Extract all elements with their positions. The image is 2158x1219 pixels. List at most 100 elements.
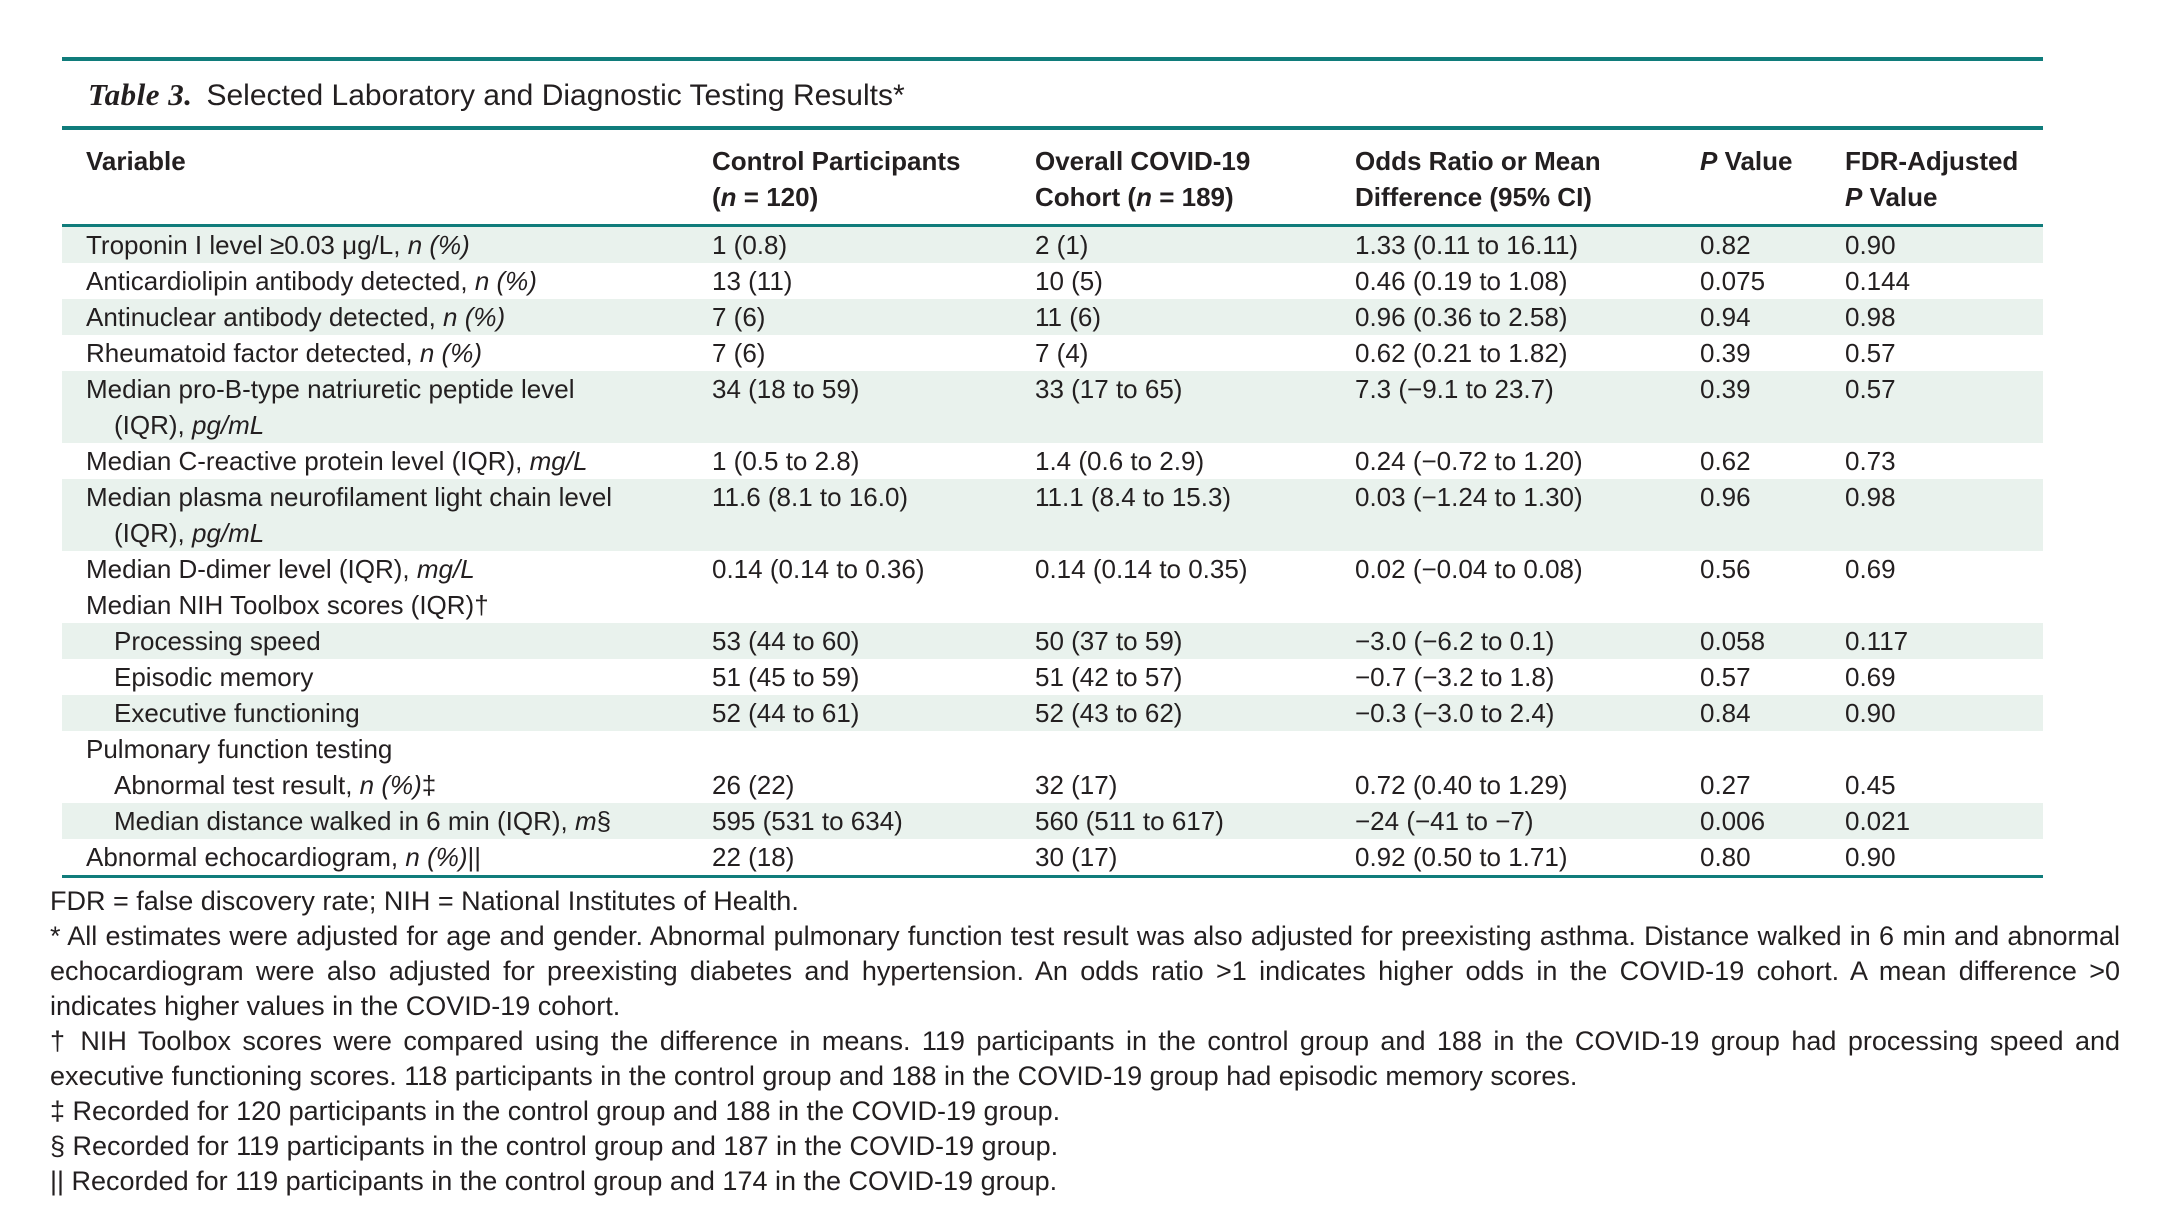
value-cell: 1 (0.8) xyxy=(712,230,788,260)
value-cell: 0.62 (0.21 to 1.82) xyxy=(1355,338,1568,368)
value-cell: 0.90 xyxy=(1845,842,1896,872)
footnote: † NIH Toolbox scores were compared using… xyxy=(50,1026,2120,1091)
table-row: Median C-reactive protein level (IQR), m… xyxy=(62,443,2043,479)
value-cell: 0.92 (0.50 to 1.71) xyxy=(1355,842,1568,872)
value-cell: 0.73 xyxy=(1845,446,1896,476)
value-cell: 1.4 (0.6 to 2.9) xyxy=(1035,446,1205,476)
value-cell: 0.56 xyxy=(1700,554,1751,584)
value-cell: 11.6 (8.1 to 16.0) xyxy=(712,482,909,512)
value-cell xyxy=(712,731,1035,767)
value-cell: 0.021 xyxy=(1845,806,1911,836)
value-cell: 51 (42 to 57) xyxy=(1035,662,1183,692)
column-header-control: Control Participants (n = 120) xyxy=(712,130,1035,227)
value-cell: 0.96 xyxy=(1700,482,1751,512)
value-cell xyxy=(1700,587,1845,623)
variable-cell: Median pro-B-type natriuretic peptide le… xyxy=(86,374,575,440)
table-title: Table 3. Selected Laboratory and Diagnos… xyxy=(62,61,2043,126)
table-number: Table 3. xyxy=(88,77,193,112)
value-cell: 52 (44 to 61) xyxy=(712,698,860,728)
variable-cell: Median plasma neurofilament light chain … xyxy=(86,482,613,548)
value-cell: 0.006 xyxy=(1700,806,1766,836)
table-row: Anticardiolipin antibody detected, n (%)… xyxy=(62,263,2043,299)
table-header: Variable Control Participants (n = 120) Ove… xyxy=(62,130,2043,227)
value-cell: 0.144 xyxy=(1845,266,1911,296)
variable-cell: Median C-reactive protein level (IQR), m… xyxy=(86,446,588,476)
value-cell: 10 (5) xyxy=(1035,266,1103,296)
section-row: Median NIH Toolbox scores (IQR)† xyxy=(62,587,2043,623)
value-cell xyxy=(712,587,1035,623)
value-cell: 50 (37 to 59) xyxy=(1035,626,1183,656)
value-cell xyxy=(1355,731,1700,767)
value-cell: 1.33 (0.11 to 16.11) xyxy=(1355,230,1579,260)
value-cell: 34 (18 to 59) xyxy=(712,374,860,404)
value-cell xyxy=(1845,731,2043,767)
value-cell: 0.46 (0.19 to 1.08) xyxy=(1355,266,1568,296)
value-cell: 0.82 xyxy=(1700,230,1751,260)
table-row: Median D-dimer level (IQR), mg/L 0.14 (0.… xyxy=(62,551,2043,587)
table-row: Abnormal test result, n (%)‡ 26 (22) 32 (1… xyxy=(62,767,2043,803)
variable-cell: Abnormal echocardiogram, n (%)|| xyxy=(86,842,482,872)
value-cell: 11 (6) xyxy=(1035,302,1101,332)
column-header-variable: Variable xyxy=(62,130,712,227)
footnotes: FDR = false discovery rate; NIH = Nation… xyxy=(50,884,2120,1199)
value-cell: 0.72 (0.40 to 1.29) xyxy=(1355,770,1568,800)
value-cell: 0.117 xyxy=(1845,626,1909,656)
title-divider-rule xyxy=(62,126,2043,130)
value-cell: 7 (6) xyxy=(712,338,766,368)
value-cell xyxy=(1035,731,1355,767)
table-body: Troponin I level ≥0.03 μg/L, n (%) 1 (0.8… xyxy=(62,225,2043,876)
value-cell: −3.0 (−6.2 to 0.1) xyxy=(1355,626,1555,656)
value-cell: 0.39 xyxy=(1700,338,1751,368)
value-cell: 2 (1) xyxy=(1035,230,1089,260)
footnote: * All estimates were adjusted for age an… xyxy=(50,921,2120,1021)
value-cell: 0.27 xyxy=(1700,770,1751,800)
value-cell: 7.3 (−9.1 to 23.7) xyxy=(1355,374,1554,404)
table-row: Antinuclear antibody detected, n (%) 7 (6… xyxy=(62,299,2043,335)
value-cell xyxy=(1700,731,1845,767)
table-row: Median distance walked in 6 min (IQR), m… xyxy=(62,803,2043,839)
table-row: Median plasma neurofilament light chain … xyxy=(62,479,2043,551)
table-row: Median pro-B-type natriuretic peptide le… xyxy=(62,371,2043,443)
value-cell: 0.80 xyxy=(1700,842,1751,872)
value-cell: 0.98 xyxy=(1845,482,1896,512)
variable-cell: Antinuclear antibody detected, n (%) xyxy=(86,302,506,332)
value-cell: 7 (4) xyxy=(1035,338,1089,368)
value-cell: 560 (511 to 617) xyxy=(1035,806,1224,836)
value-cell: 52 (43 to 62) xyxy=(1035,698,1183,728)
variable-cell: Abnormal test result, n (%)‡ xyxy=(114,770,437,800)
value-cell xyxy=(1035,587,1355,623)
value-cell: 0.24 (−0.72 to 1.20) xyxy=(1355,446,1583,476)
value-cell: 13 (11) xyxy=(712,266,793,296)
top-rule xyxy=(62,57,2043,61)
value-cell: −0.7 (−3.2 to 1.8) xyxy=(1355,662,1555,692)
value-cell: 0.90 xyxy=(1845,230,1896,260)
value-cell: 0.94 xyxy=(1700,302,1751,332)
value-cell: 0.57 xyxy=(1845,374,1896,404)
column-header-p-value: P Value xyxy=(1700,130,1845,227)
value-cell: 0.058 xyxy=(1700,626,1766,656)
value-cell: 0.69 xyxy=(1845,662,1896,692)
value-cell: 53 (44 to 60) xyxy=(712,626,860,656)
value-cell: −0.3 (−3.0 to 2.4) xyxy=(1355,698,1555,728)
value-cell xyxy=(1355,587,1700,623)
table3-card: Table 3. Selected Laboratory and Diagnos… xyxy=(62,57,2043,878)
value-cell: 0.69 xyxy=(1845,554,1896,584)
variable-cell: Troponin I level ≥0.03 μg/L, n (%) xyxy=(86,230,470,260)
footnote: § Recorded for 119 participants in the c… xyxy=(50,1131,1059,1161)
value-cell: 0.075 xyxy=(1700,266,1766,296)
value-cell: −24 (−41 to −7) xyxy=(1355,806,1534,836)
bottom-rule xyxy=(62,875,2043,878)
value-cell: 0.03 (−1.24 to 1.30) xyxy=(1355,482,1583,512)
header-row: Variable Control Participants (n = 120) Ove… xyxy=(62,130,2043,227)
value-cell: 0.14 (0.14 to 0.36) xyxy=(712,554,925,584)
value-cell: 0.39 xyxy=(1700,374,1751,404)
variable-cell: Median NIH Toolbox scores (IQR)† xyxy=(86,590,489,620)
table-row: Processing speed 53 (44 to 60) 50 (37 to 5… xyxy=(62,623,2043,659)
value-cell: 0.98 xyxy=(1845,302,1896,332)
variable-cell: Anticardiolipin antibody detected, n (%) xyxy=(86,266,537,296)
variable-cell: Episodic memory xyxy=(114,662,314,692)
value-cell: 7 (6) xyxy=(712,302,766,332)
footnote: || Recorded for 119 participants in the … xyxy=(50,1166,1058,1196)
value-cell: 0.90 xyxy=(1845,698,1896,728)
value-cell: 33 (17 to 65) xyxy=(1035,374,1183,404)
